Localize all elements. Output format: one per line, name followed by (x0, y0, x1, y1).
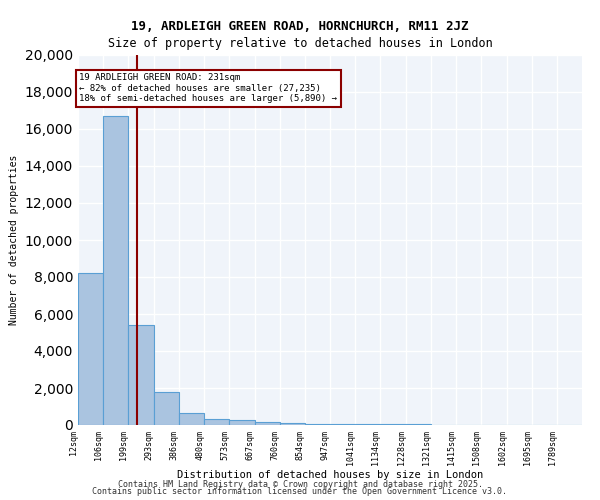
Text: Size of property relative to detached houses in London: Size of property relative to detached ho… (107, 38, 493, 51)
Text: Contains HM Land Registry data © Crown copyright and database right 2025.: Contains HM Land Registry data © Crown c… (118, 480, 482, 489)
Bar (204, 418, 229, 425)
Bar (229, 420, 254, 425)
Text: Contains public sector information licensed under the Open Government Licence v3: Contains public sector information licen… (92, 488, 508, 496)
Bar (305, 424, 330, 425)
Bar (154, 392, 179, 425)
Bar (128, 325, 154, 425)
Bar (406, 424, 431, 425)
Bar (330, 424, 355, 425)
Bar (179, 413, 204, 425)
Bar (355, 424, 380, 425)
Text: 19 ARDLEIGH GREEN ROAD: 231sqm
← 82% of detached houses are smaller (27,235)
18%: 19 ARDLEIGH GREEN ROAD: 231sqm ← 82% of … (79, 74, 337, 104)
Bar (380, 424, 406, 425)
Bar (254, 422, 280, 425)
Bar (103, 116, 128, 425)
Bar (78, 274, 103, 425)
Text: 19, ARDLEIGH GREEN ROAD, HORNCHURCH, RM11 2JZ: 19, ARDLEIGH GREEN ROAD, HORNCHURCH, RM1… (131, 20, 469, 33)
X-axis label: Distribution of detached houses by size in London: Distribution of detached houses by size … (177, 470, 483, 480)
Bar (280, 423, 305, 425)
Y-axis label: Number of detached properties: Number of detached properties (9, 155, 19, 325)
